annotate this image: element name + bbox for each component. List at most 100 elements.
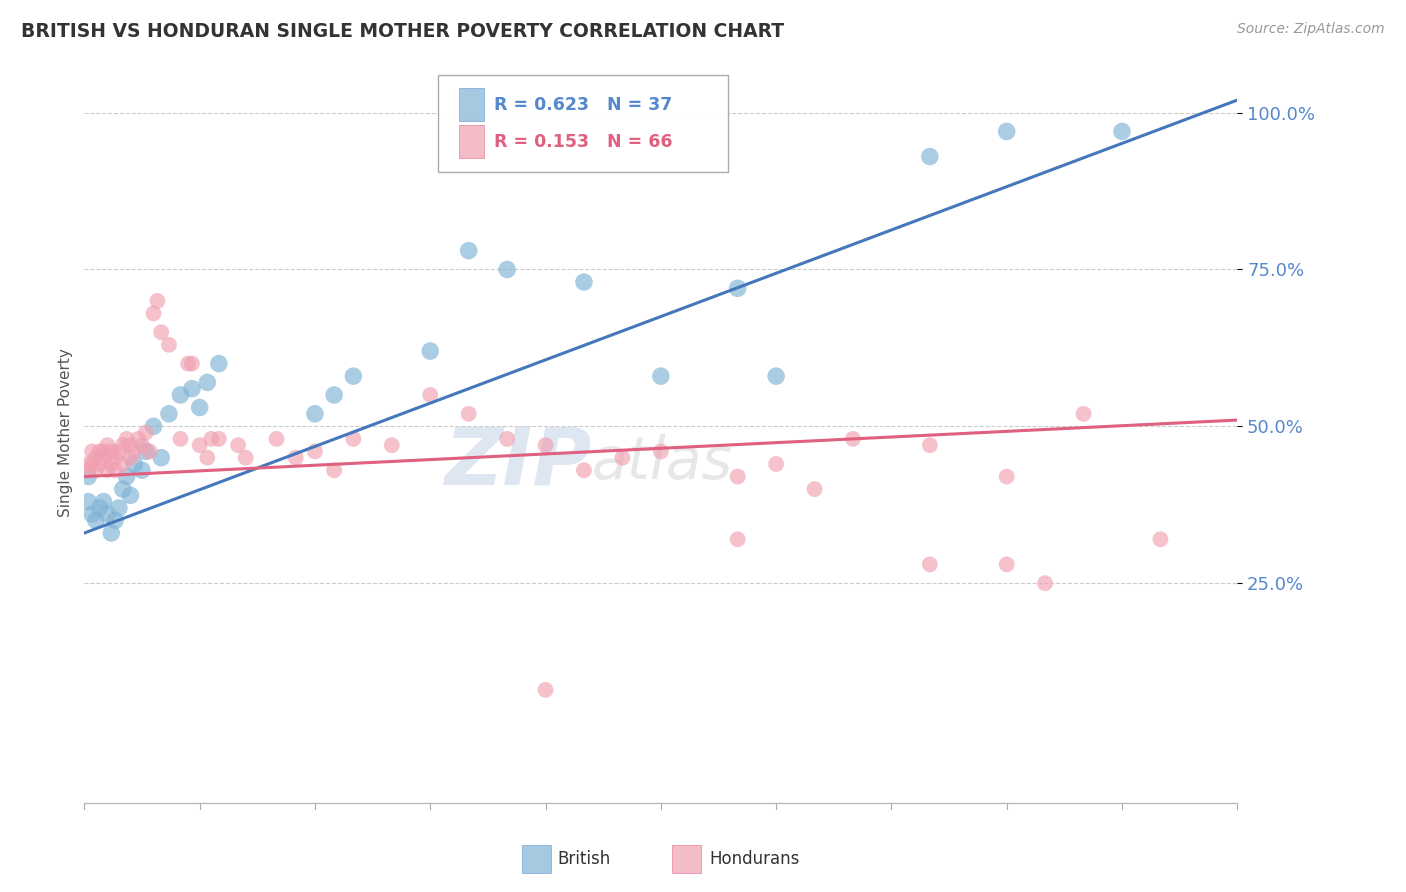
Point (195, 450, 218, 465)
Text: R = 0.623   N = 37: R = 0.623 N = 37 (494, 95, 672, 113)
Point (96, 438, 118, 452)
Y-axis label: Single Mother Poverty: Single Mother Poverty (58, 348, 73, 517)
Point (181, 382, 204, 396)
Point (995, 124, 1018, 138)
Point (419, 388, 441, 402)
Point (727, 533, 749, 547)
FancyBboxPatch shape (523, 845, 551, 873)
Point (131, 438, 153, 452)
Point (1033, 576, 1056, 591)
Point (120, 438, 142, 452)
Text: R = 0.153   N = 66: R = 0.153 N = 66 (494, 133, 672, 151)
Point (304, 444, 326, 458)
Point (96, 507, 118, 521)
Point (1073, 407, 1095, 421)
Point (80, 457, 103, 471)
Point (323, 388, 346, 402)
FancyBboxPatch shape (460, 125, 485, 158)
Point (111, 457, 134, 471)
Point (534, 438, 557, 452)
Point (342, 432, 364, 446)
Point (93, 494, 115, 508)
Text: ZIP: ZIP (444, 423, 592, 501)
Point (188, 401, 211, 415)
Point (80, 507, 103, 521)
Point (323, 463, 346, 477)
Point (104, 463, 127, 477)
Point (995, 469, 1018, 483)
Point (918, 150, 941, 164)
Point (226, 438, 249, 452)
Point (142, 306, 165, 320)
Point (200, 432, 222, 446)
Point (93, 444, 115, 458)
Point (111, 482, 134, 496)
Point (235, 450, 257, 465)
Point (89, 444, 111, 458)
Point (918, 438, 941, 452)
Point (208, 432, 231, 446)
Point (115, 469, 138, 483)
Point (342, 369, 364, 384)
Point (157, 338, 180, 352)
Point (77, 469, 100, 483)
Point (115, 432, 138, 446)
Point (104, 450, 127, 465)
Point (765, 369, 787, 384)
Point (266, 432, 288, 446)
Point (457, 244, 479, 258)
Point (150, 325, 173, 339)
Point (100, 444, 122, 458)
Point (84, 450, 107, 465)
Point (612, 450, 634, 465)
Point (96, 463, 118, 477)
Point (142, 419, 165, 434)
Point (803, 482, 825, 496)
Point (188, 438, 211, 452)
Point (1111, 124, 1133, 138)
Point (208, 357, 231, 371)
Point (650, 444, 672, 458)
Point (995, 558, 1018, 572)
Point (77, 457, 100, 471)
Point (195, 376, 218, 390)
Point (120, 488, 142, 502)
Point (150, 450, 173, 465)
Text: atlas: atlas (592, 434, 733, 491)
Point (89, 457, 111, 471)
Point (157, 407, 180, 421)
Point (419, 344, 441, 359)
Point (127, 432, 149, 446)
Point (100, 457, 122, 471)
Point (135, 444, 157, 458)
Point (650, 369, 672, 384)
Text: Hondurans: Hondurans (709, 850, 800, 868)
Point (572, 463, 595, 477)
Point (918, 558, 941, 572)
Point (93, 450, 115, 465)
Point (146, 293, 169, 308)
Text: Source: ZipAtlas.com: Source: ZipAtlas.com (1237, 22, 1385, 37)
Point (177, 357, 200, 371)
Point (727, 469, 749, 483)
Point (381, 438, 404, 452)
Point (727, 281, 749, 295)
Point (169, 388, 191, 402)
Point (124, 457, 146, 471)
Text: BRITISH VS HONDURAN SINGLE MOTHER POVERTY CORRELATION CHART: BRITISH VS HONDURAN SINGLE MOTHER POVERT… (21, 22, 785, 41)
Point (77, 463, 100, 477)
Point (104, 513, 127, 527)
Point (108, 444, 131, 458)
Point (765, 457, 787, 471)
Point (496, 262, 519, 277)
Point (457, 407, 479, 421)
Point (284, 450, 307, 465)
Point (111, 438, 134, 452)
Point (131, 463, 153, 477)
Point (135, 425, 157, 440)
Point (842, 432, 865, 446)
Point (77, 494, 100, 508)
Point (89, 500, 111, 515)
FancyBboxPatch shape (439, 75, 728, 172)
Point (496, 432, 519, 446)
